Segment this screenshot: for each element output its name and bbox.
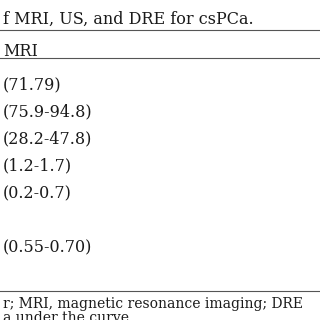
Text: a under the curve.: a under the curve. <box>3 311 133 320</box>
Text: (75.9-94.8): (75.9-94.8) <box>3 103 93 120</box>
Text: r; MRI, magnetic resonance imaging; DRE: r; MRI, magnetic resonance imaging; DRE <box>3 297 303 311</box>
Text: (0.55-0.70): (0.55-0.70) <box>3 239 92 256</box>
Text: (71.79): (71.79) <box>3 76 62 93</box>
Text: (1.2-1.7): (1.2-1.7) <box>3 158 72 175</box>
Text: MRI: MRI <box>3 43 38 60</box>
Text: f MRI, US, and DRE for csPCa.: f MRI, US, and DRE for csPCa. <box>3 11 254 28</box>
Text: (0.2-0.7): (0.2-0.7) <box>3 185 72 202</box>
Text: (28.2-47.8): (28.2-47.8) <box>3 131 92 148</box>
